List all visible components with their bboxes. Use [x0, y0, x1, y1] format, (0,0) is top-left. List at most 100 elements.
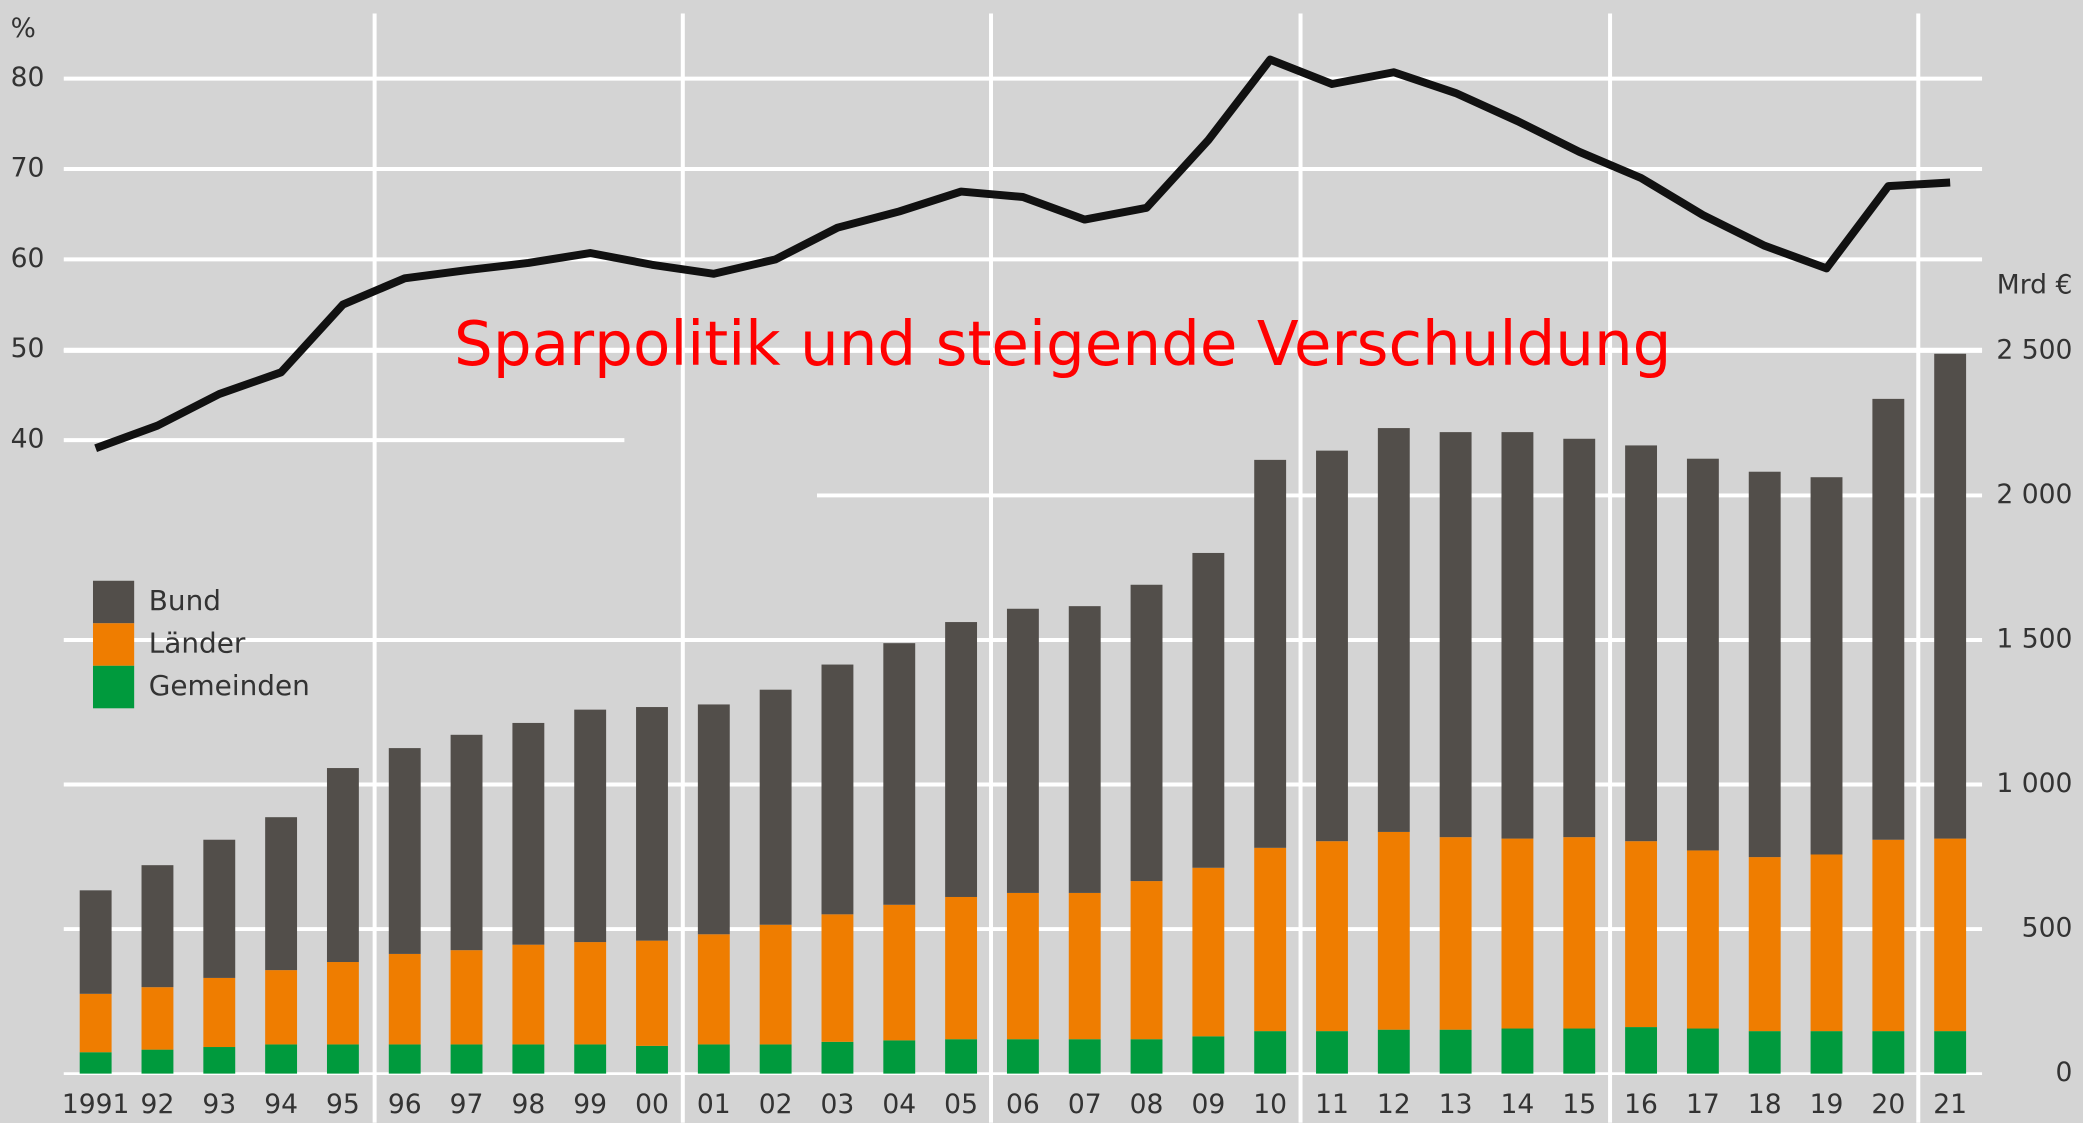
annotation: Sparpolitik und steigende Verschuldung — [454, 309, 1671, 380]
bar-segment — [141, 865, 174, 988]
bar-segment — [1748, 471, 1781, 858]
bar-segment — [265, 817, 298, 971]
bar-segment — [1439, 1029, 1472, 1074]
x-tick-label: 05 — [944, 1089, 978, 1120]
y2-tick-label: 1 000 — [1996, 768, 2072, 799]
x-tick-label: 00 — [635, 1089, 669, 1120]
bar-segment — [203, 839, 236, 978]
bar-segment — [326, 768, 359, 963]
x-tick-label: 12 — [1377, 1089, 1411, 1120]
legend-swatch — [92, 623, 135, 666]
bar-segment — [574, 942, 607, 1045]
x-tick-label: 10 — [1253, 1089, 1287, 1120]
bar-segment — [1192, 552, 1225, 868]
y-tick-label: 60 — [11, 243, 45, 274]
bar-segment — [1254, 459, 1287, 848]
bar-segment — [1316, 450, 1348, 842]
y2-tick-label: 1 500 — [1996, 623, 2072, 654]
bar-segment — [1130, 584, 1163, 882]
bar-segment — [512, 944, 545, 1045]
bar-segment — [1748, 1031, 1781, 1074]
bar-segment — [636, 707, 668, 941]
y2-tick-label: 0 — [2055, 1057, 2072, 1088]
x-tick-label: 20 — [1871, 1089, 1905, 1120]
bar-segment — [1872, 1031, 1905, 1074]
bar-segment — [1810, 1031, 1843, 1074]
bar-segment — [1872, 839, 1905, 1032]
x-tick-label: 21 — [1933, 1089, 1967, 1120]
bar-segment — [1377, 1029, 1410, 1074]
bar-segment — [759, 924, 792, 1045]
y-tick-label: 50 — [11, 333, 45, 364]
legend-label: Länder — [149, 627, 246, 660]
x-tick-label: 16 — [1624, 1089, 1658, 1120]
bar-segment — [1068, 892, 1101, 1040]
bar-segment — [945, 622, 978, 897]
bar-segment — [697, 704, 730, 935]
bar-segment — [79, 993, 112, 1053]
x-tick-label: 03 — [821, 1089, 855, 1120]
y2-tick-label: 500 — [2022, 913, 2073, 944]
x-tick-label: 17 — [1686, 1089, 1720, 1120]
x-tick-label: 09 — [1191, 1089, 1225, 1120]
x-tick-label: 08 — [1130, 1089, 1164, 1120]
bar-segment — [1563, 837, 1596, 1029]
bar-segment — [1686, 458, 1719, 851]
x-tick-label: 06 — [1006, 1089, 1040, 1120]
bar-segment — [1254, 847, 1287, 1032]
legend-label: Gemeinden — [149, 669, 310, 702]
x-tick-label: 13 — [1439, 1089, 1473, 1120]
bar-segment — [636, 1045, 668, 1074]
bar-segment — [1625, 841, 1658, 1028]
bar-segment — [141, 987, 174, 1050]
bar-segment — [574, 709, 607, 943]
x-tick-label: 14 — [1501, 1089, 1535, 1120]
x-tick-label: 97 — [450, 1089, 484, 1120]
bar-segment — [1006, 892, 1039, 1040]
legend-swatch — [92, 580, 135, 624]
x-tick-label: 96 — [388, 1089, 422, 1120]
bar-segment — [1625, 1027, 1658, 1074]
bar-segment — [821, 1041, 854, 1074]
bar-segment — [141, 1049, 174, 1074]
x-tick-label: 98 — [511, 1089, 545, 1120]
bar-segment — [697, 934, 730, 1045]
bar-segment — [574, 1044, 607, 1074]
x-tick-label: 94 — [264, 1089, 298, 1120]
bar-segment — [1006, 1039, 1039, 1074]
x-tick-label: 19 — [1810, 1089, 1844, 1120]
bar-segment — [1068, 606, 1101, 893]
bar-segment — [1934, 838, 1967, 1032]
y2-tick-label: 2 000 — [1996, 479, 2072, 510]
bar-segment — [1934, 1031, 1967, 1074]
bar-segment — [79, 1052, 112, 1074]
bar-segment — [388, 748, 421, 954]
bar-segment — [512, 1044, 545, 1074]
bar-segment — [697, 1044, 730, 1074]
bar-segment — [636, 940, 668, 1046]
bar-segment — [450, 734, 483, 951]
bar-segment — [883, 904, 916, 1041]
bar-segment — [1501, 838, 1534, 1029]
bar-segment — [1006, 608, 1039, 893]
bar-segment — [1254, 1031, 1287, 1074]
x-tick-label: 15 — [1562, 1089, 1596, 1120]
bar-segment — [1872, 398, 1905, 840]
legend-swatch — [92, 665, 135, 709]
y-tick-label: 70 — [11, 152, 45, 183]
bar-segment — [203, 1047, 236, 1074]
bar-segment — [1130, 881, 1163, 1040]
bar-segment — [1748, 857, 1781, 1032]
bar-segment — [1686, 1028, 1719, 1074]
bar-segment — [326, 962, 359, 1045]
bar-segment — [1810, 477, 1843, 855]
bar-segment — [388, 1044, 421, 1074]
bar-segment — [450, 1044, 483, 1074]
bar-segment — [821, 664, 854, 915]
bar-segment — [1068, 1039, 1101, 1074]
y2-tick-label: 2 500 — [1996, 334, 2072, 365]
bar-segment — [512, 722, 545, 945]
y-tick-label: 40 — [11, 424, 45, 455]
